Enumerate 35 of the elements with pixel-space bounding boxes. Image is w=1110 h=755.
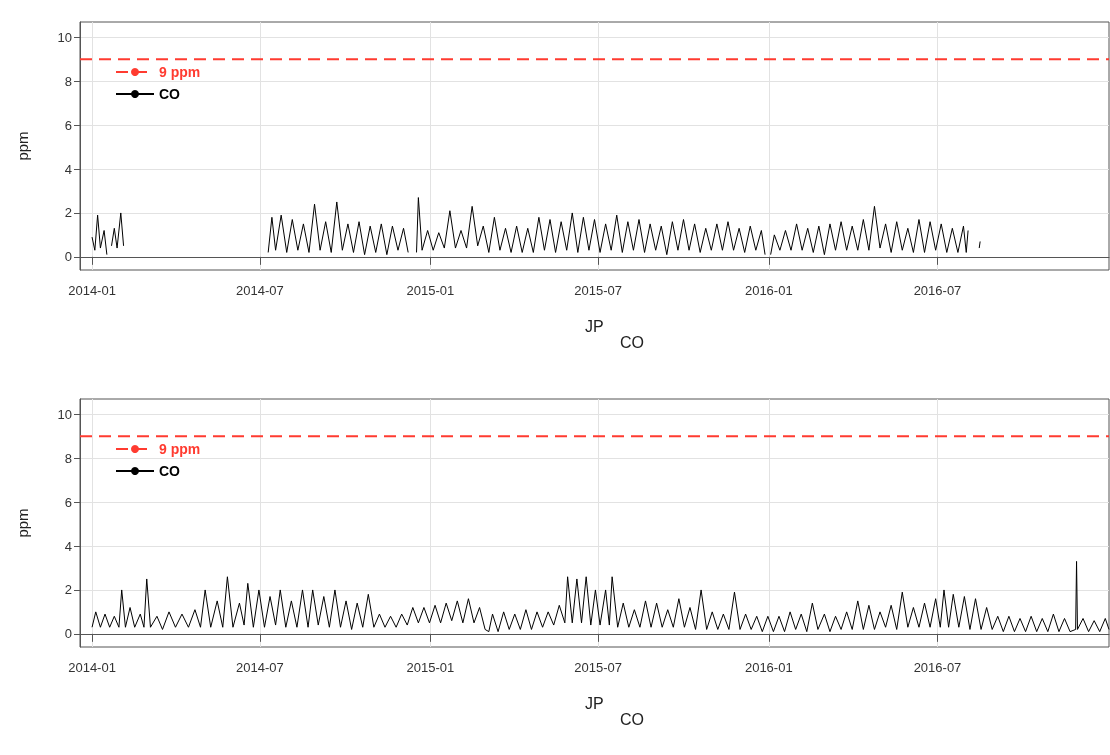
y-tick-label: 8: [64, 73, 72, 89]
x-tick-label: 2016-01: [744, 283, 793, 298]
legend-label: 9 ppm: [159, 64, 201, 80]
y-tick-label: 2: [64, 205, 72, 221]
y-tick-label: 8: [64, 450, 72, 466]
legend-label: 9 ppm: [159, 441, 201, 457]
legend-label: CO: [159, 86, 181, 102]
x-axis-title: JP: [585, 317, 604, 335]
line-series: [91, 560, 1110, 633]
text: CO: [620, 333, 644, 351]
x-axis-title: JP: [585, 694, 604, 712]
x-tick-label: 2015-07: [574, 660, 623, 675]
x-tick-label: 2016-01: [744, 660, 793, 675]
y-tick-label: 10: [57, 406, 72, 422]
y-tick-label: 4: [64, 161, 72, 177]
x-tick-label: 2014-01: [68, 660, 116, 675]
y-tick-label: 0: [64, 626, 72, 642]
y-tick-label: 4: [64, 538, 72, 554]
y-tick-label: 6: [64, 494, 72, 510]
y-axis-title: ppm: [14, 131, 31, 161]
x-tick-label: 2016-07: [913, 660, 962, 675]
x-tick-label: 2014-07: [235, 660, 284, 675]
x-tick-label: 2015-07: [574, 283, 623, 298]
x-tick-label: 2016-07: [913, 283, 962, 298]
text: CO: [620, 710, 644, 728]
x-tick-label: 2015-01: [406, 283, 455, 298]
y-tick-label: 0: [64, 249, 72, 265]
y-tick-label: 6: [64, 117, 72, 133]
legend-label: CO: [159, 463, 181, 479]
y-axis-title: ppm: [14, 508, 31, 538]
y-tick-label: 2: [64, 582, 72, 598]
x-tick-label: 2014-01: [68, 283, 116, 298]
y-tick-label: 10: [57, 29, 72, 45]
x-tick-label: 2014-07: [235, 283, 284, 298]
x-tick-label: 2015-01: [406, 660, 455, 675]
